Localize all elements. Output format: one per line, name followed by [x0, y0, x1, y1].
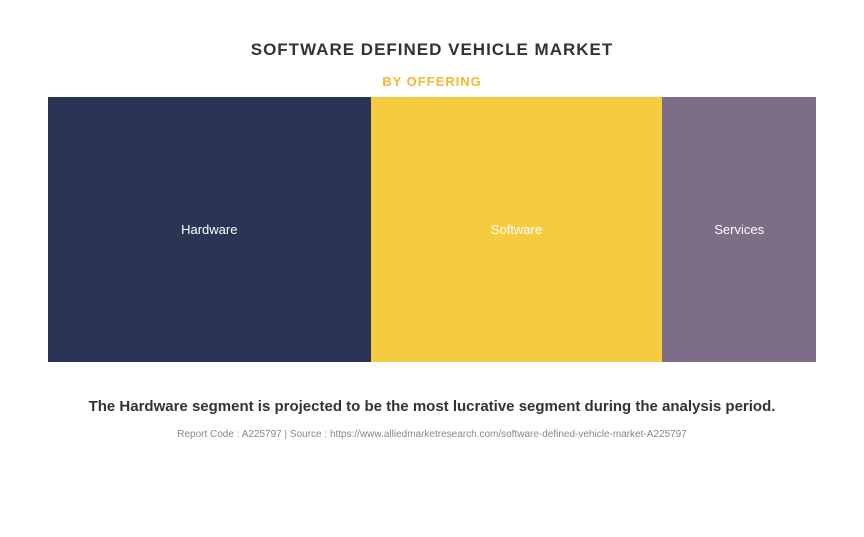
chart-title: SOFTWARE DEFINED VEHICLE MARKET [251, 40, 614, 60]
report-source: Source : https://www.alliedmarketresearc… [290, 429, 687, 440]
segment-label: Services [714, 222, 764, 237]
chart-subtitle: BY OFFERING [382, 74, 482, 89]
segment-label: Software [491, 222, 542, 237]
segment-software: Software [371, 97, 663, 362]
segment-hardware: Hardware [48, 97, 371, 362]
report-footer: Report Code : A225797 | Source : https:/… [177, 429, 687, 440]
summary-text: The Hardware segment is projected to be … [89, 398, 776, 415]
segment-chart: Hardware Software Services [48, 97, 816, 362]
segment-services: Services [662, 97, 816, 362]
report-code: Report Code : A225797 [177, 429, 282, 440]
segment-label: Hardware [181, 222, 237, 237]
